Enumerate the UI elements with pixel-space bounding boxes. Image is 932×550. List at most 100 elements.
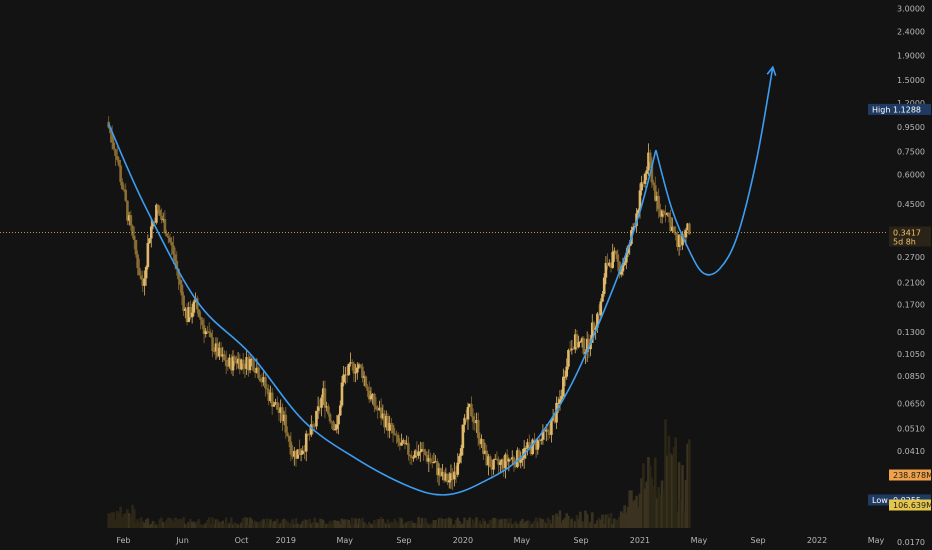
volume-bar [177, 520, 180, 528]
volume-bar [112, 512, 116, 528]
candle-body [657, 196, 660, 209]
volume-bar [453, 524, 456, 528]
candle-body [270, 392, 274, 407]
volume-bar [224, 517, 228, 528]
candle-body [582, 338, 586, 354]
candle-body [604, 262, 608, 278]
time-axis[interactable]: Feb Jun Oct 2019 May Sep 2020 May Sep 2021 May Sep 2… [116, 536, 884, 545]
volume-bar [114, 519, 117, 528]
volume-bar [614, 519, 618, 528]
candle-body [274, 402, 277, 405]
volume-bar [182, 517, 185, 528]
volume-bar [671, 455, 674, 528]
candle-body [677, 234, 681, 247]
candle-body [674, 232, 678, 236]
candle-body [587, 338, 591, 350]
volume-bar [483, 521, 487, 528]
candle-body [563, 376, 567, 378]
volume-bar [253, 520, 257, 528]
candle-body [393, 433, 397, 435]
volume-bar [247, 524, 250, 528]
candle-body [155, 204, 158, 223]
candle-body [412, 457, 415, 459]
candle-body [575, 334, 579, 348]
candle-body [156, 204, 160, 210]
volume-bar [563, 518, 567, 528]
candle-body [531, 439, 534, 455]
volume-bar [519, 520, 523, 528]
candle-body [415, 450, 419, 456]
volume-bar [122, 513, 126, 528]
volume-bar [645, 481, 649, 528]
volume-bar [516, 523, 519, 528]
candle-body [682, 233, 686, 238]
volume-bar [556, 516, 560, 528]
volume-bar [284, 520, 288, 528]
cup-handle-curve[interactable] [107, 67, 774, 496]
volume-bar [413, 523, 417, 528]
x-tick-label: 2022 [807, 536, 827, 545]
volume-bar [608, 517, 611, 528]
volume-bar [529, 524, 533, 528]
candle-body [262, 377, 265, 383]
volume-bar [338, 524, 342, 528]
volume-bar [412, 522, 415, 528]
candle-body [577, 342, 580, 348]
candle-body [272, 404, 276, 407]
candle-body [264, 377, 267, 389]
volume-bar [621, 513, 625, 528]
candle-body [527, 442, 531, 445]
candle-body [485, 450, 489, 466]
candle-body [318, 406, 322, 408]
volume-bar [456, 517, 460, 528]
candle-body [126, 200, 129, 221]
candle-body [340, 382, 344, 406]
candle-body [141, 279, 145, 286]
candle-body [386, 416, 390, 431]
candle-body [395, 434, 398, 436]
volume-bar [502, 522, 506, 528]
candle-body [548, 431, 552, 435]
volume-bar [487, 523, 490, 528]
y-tick-label: 0.0170 [897, 538, 925, 547]
volume-bar [482, 518, 485, 528]
volume-bar [572, 523, 575, 528]
candle-body [354, 372, 357, 374]
candle-body [396, 434, 400, 443]
volume-bar [468, 517, 471, 528]
volume-bar [602, 523, 606, 528]
volume-bar [369, 523, 373, 528]
candle-body [134, 240, 138, 255]
candle-body [478, 438, 482, 445]
volume-bar [216, 519, 219, 528]
y-tick-label: 0.7500 [897, 148, 925, 157]
candle-body [267, 389, 271, 401]
volume-bar [631, 501, 635, 528]
candle-body [645, 170, 649, 174]
x-tick-label: May [336, 536, 353, 545]
volume-bar [526, 520, 529, 528]
volume-bar [376, 518, 380, 528]
volume-bar [158, 518, 162, 528]
candle-body [565, 366, 569, 377]
volume-bar [684, 480, 688, 528]
volume-bar [134, 522, 138, 528]
candle-body [204, 330, 208, 335]
volume-badge-box [889, 499, 931, 511]
volume-bar [611, 523, 615, 528]
volume-bar [546, 517, 550, 528]
candle-body [350, 362, 354, 364]
volume-bar [567, 515, 570, 528]
volume-bar [388, 523, 391, 528]
candle-body [359, 364, 363, 367]
volume-bar [126, 509, 129, 528]
candle-body [476, 419, 480, 439]
volume-bar [568, 520, 572, 528]
y-tick-label: 0.6000 [897, 171, 925, 180]
volume-bar [403, 522, 407, 528]
candle-body [291, 454, 294, 457]
volume-bar [589, 522, 592, 528]
candle-body [310, 424, 313, 435]
candle-body [240, 359, 243, 370]
